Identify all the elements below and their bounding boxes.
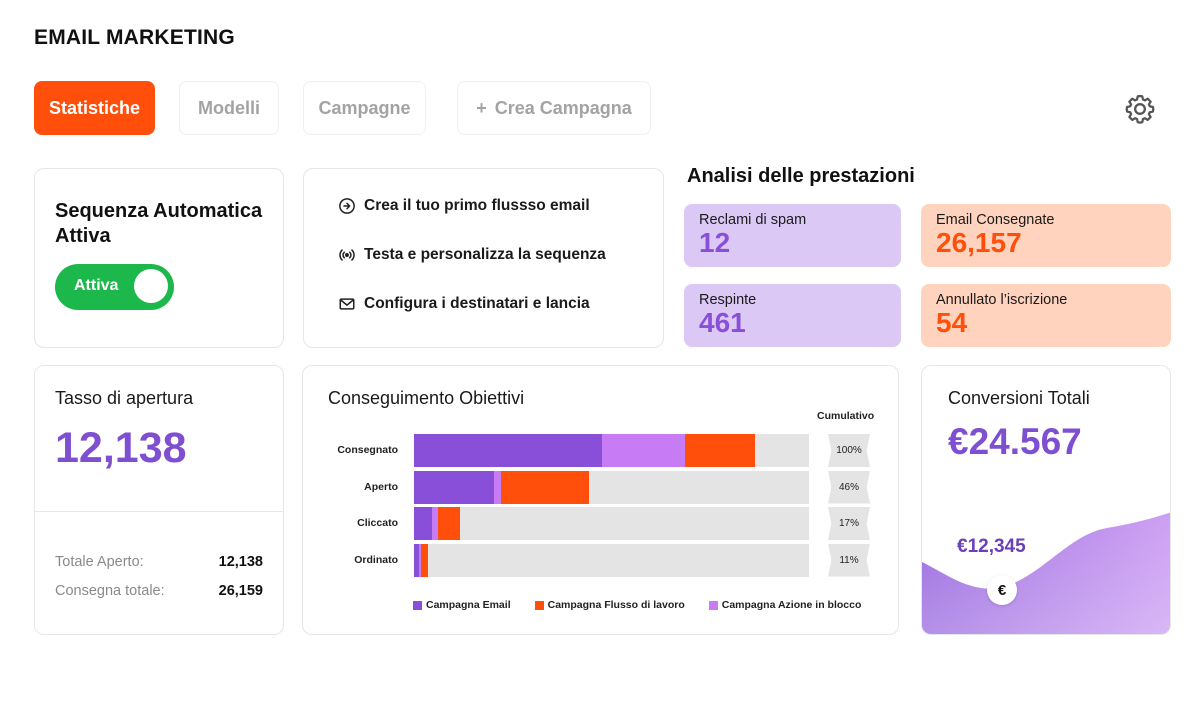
- open-rate-value: 12,138: [55, 424, 187, 472]
- cumulative-badge: 100%: [828, 434, 870, 467]
- conversions-title: Conversioni Totali: [948, 388, 1090, 408]
- envelope-icon: [339, 298, 355, 310]
- kpi-value: 26,157: [936, 227, 1022, 258]
- bar-segment[interactable]: [421, 543, 429, 577]
- goals-card: Conseguimento Obiettivi Cumulativo Conse…: [302, 365, 899, 635]
- bar-segment[interactable]: [684, 434, 755, 467]
- legend-item: Campagna Email: [413, 599, 511, 611]
- legend-swatch: [708, 600, 718, 610]
- divider: [35, 511, 283, 512]
- legend-label: Campagna Email: [426, 599, 511, 611]
- row-label-ordinato: Ordinato: [354, 553, 398, 566]
- row-label: Consegna totale:: [55, 583, 165, 599]
- step-configure-recipients[interactable]: Configura i destinatari e lancia: [338, 295, 590, 313]
- tab-label: Campagne: [318, 97, 411, 118]
- bar-track: [414, 434, 809, 467]
- cumulative-label: Cumulativo: [817, 410, 875, 422]
- row-label-aperto: Aperto: [364, 480, 398, 493]
- toggle-knob: [134, 269, 168, 303]
- legend-item: Campagna Azione in blocco: [708, 599, 862, 611]
- chart-legend: Campagna Email Campagna Flusso di lavoro C…: [413, 599, 861, 611]
- cumulative-badge: 46%: [828, 470, 870, 504]
- step-label: Configura i destinatari e lancia: [364, 295, 590, 312]
- kpi-label: Annullato l’iscrizione: [936, 292, 1068, 308]
- row-label-cliccato: Cliccato: [357, 517, 398, 529]
- broadcast-icon: [339, 249, 355, 261]
- bar-segment[interactable]: [419, 543, 422, 577]
- bar-segment[interactable]: [414, 470, 495, 504]
- step-create-flow[interactable]: Crea il tuo primo flussso email: [338, 197, 590, 215]
- kpi-bounced: Respinte 461: [684, 284, 901, 347]
- step-label: Testa e personalizza la sequenza: [364, 246, 606, 263]
- tab-label: Crea Campagna: [494, 97, 632, 118]
- kpi-value: 12: [699, 227, 731, 258]
- row-label-consegnato: Consegnato: [337, 444, 398, 456]
- open-rate-title: Tasso di apertura: [55, 388, 194, 408]
- conversions-value: €24.567: [948, 421, 1082, 462]
- performance-title: Analisi delle prestazioni: [687, 165, 915, 187]
- cumulative-badge: 11%: [828, 543, 870, 577]
- arrow-circle-icon: [339, 198, 355, 214]
- conversions-sub-value: €12,345: [957, 536, 1026, 557]
- kpi-label: Reclami di spam: [699, 212, 807, 228]
- bar-track: [414, 543, 809, 577]
- gear-icon[interactable]: [1123, 92, 1157, 126]
- step-label: Crea il tuo primo flussso email: [364, 197, 590, 214]
- legend-swatch: [534, 600, 544, 610]
- bar-track: [414, 470, 809, 504]
- kpi-label: Respinte: [699, 292, 757, 308]
- legend-label: Campagna Azione in blocco: [721, 599, 862, 611]
- open-rate-card: Tasso di apertura 12,138 Totale Aperto: …: [34, 365, 284, 635]
- tab-statistiche[interactable]: Statistiche: [34, 81, 155, 135]
- total-delivered-row: Consegna totale: 26,159: [55, 583, 263, 599]
- tab-modelli[interactable]: Modelli: [179, 81, 279, 135]
- sequence-card: Sequenza Automatica Attiva Attiva: [34, 168, 284, 348]
- kpi-spam-complaints: Reclami di spam 12: [684, 204, 901, 267]
- goals-title: Conseguimento Obiettivi: [328, 388, 525, 408]
- legend-swatch: [413, 600, 422, 610]
- bar-segment[interactable]: [432, 507, 439, 540]
- cumulative-badge: 17%: [828, 507, 870, 540]
- total-opened-row: Totale Aperto: 12,138: [55, 554, 263, 570]
- bar-segment[interactable]: [602, 434, 685, 467]
- bar-segment[interactable]: [414, 434, 603, 467]
- row-value: 26,159: [218, 583, 263, 599]
- kpi-label: Email Consegnate: [936, 212, 1055, 228]
- bar-segment[interactable]: [494, 470, 502, 504]
- steps-card: Crea il tuo primo flussso email Testa e …: [303, 168, 664, 348]
- sequence-title: Sequenza Automatica Attiva: [55, 200, 263, 247]
- bar-track: [414, 507, 809, 540]
- plus-icon: +: [476, 97, 487, 118]
- kpi-value: 54: [936, 307, 968, 338]
- step-test-sequence[interactable]: Testa e personalizza la sequenza: [338, 246, 606, 264]
- bar-segment[interactable]: [414, 507, 433, 540]
- conversions-wave: [922, 512, 1170, 634]
- app-title: EMAIL MARKETING: [34, 26, 235, 49]
- kpi-value: 461: [699, 307, 746, 338]
- row-label: Totale Aperto:: [55, 554, 144, 570]
- toggle-label: Attiva: [74, 277, 119, 294]
- bar-segment[interactable]: [438, 507, 461, 540]
- kpi-unsubscribed: Annullato l’iscrizione 54: [921, 284, 1171, 347]
- sequence-toggle[interactable]: Attiva: [55, 264, 174, 310]
- bar-segment[interactable]: [414, 543, 420, 577]
- bar-segment[interactable]: [501, 470, 590, 504]
- tab-label: Statistiche: [48, 97, 141, 118]
- euro-coin-icon: €: [987, 575, 1017, 605]
- tab-campagne[interactable]: Campagne: [303, 81, 426, 135]
- legend-item: Campagna Flusso di lavoro: [534, 599, 685, 611]
- tab-label: Modelli: [198, 97, 260, 118]
- row-value: 12,138: [218, 554, 263, 570]
- tab-crea-campagna[interactable]: + Crea Campagna: [457, 81, 651, 135]
- conversions-card: Conversioni Totali €24.567 €12,345 €: [921, 365, 1171, 635]
- legend-label: Campagna Flusso di lavoro: [547, 599, 685, 611]
- kpi-delivered: Email Consegnate 26,157: [921, 204, 1171, 267]
